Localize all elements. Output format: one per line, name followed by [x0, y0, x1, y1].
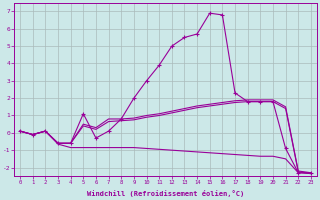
X-axis label: Windchill (Refroidissement éolien,°C): Windchill (Refroidissement éolien,°C): [87, 190, 244, 197]
